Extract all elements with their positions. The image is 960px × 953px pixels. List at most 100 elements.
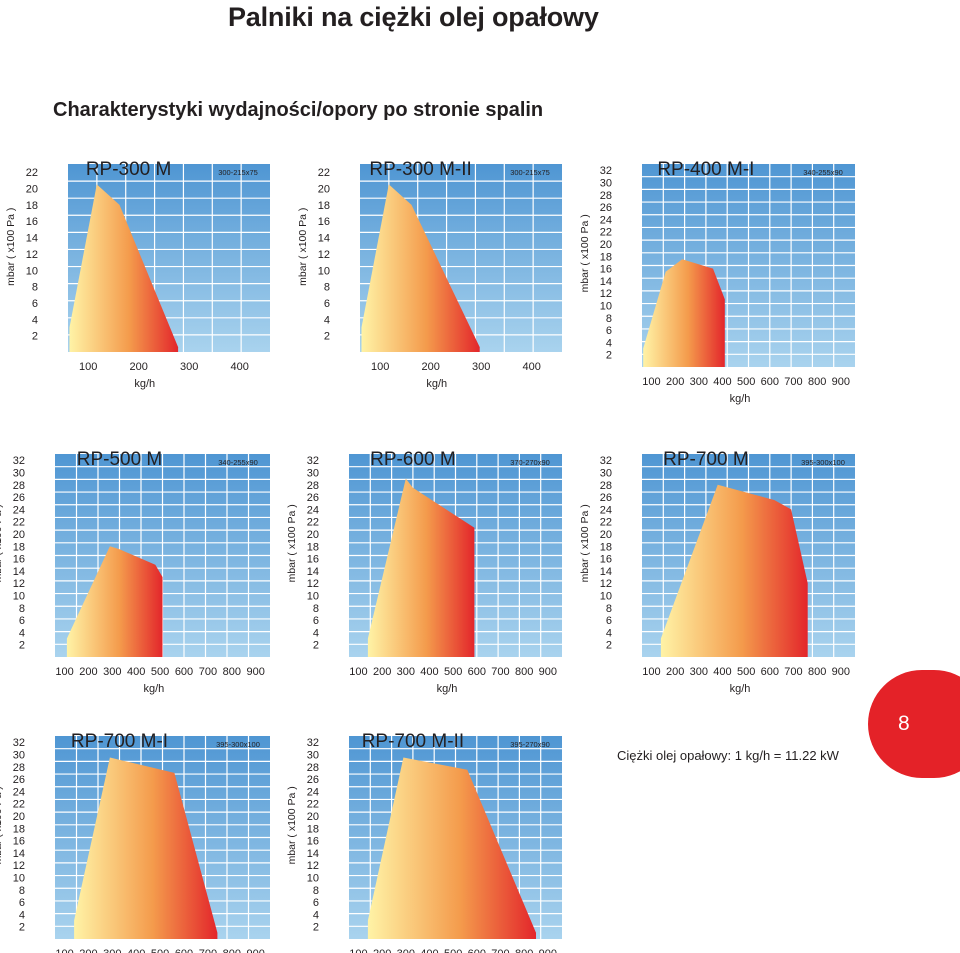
y-axis-label: mbar ( x100 Pa )	[579, 504, 591, 582]
y-tick-label: 20	[307, 811, 319, 823]
y-tick-label: 12	[307, 578, 319, 590]
y-tick-label: 26	[600, 492, 612, 504]
chart-title: RP-600 M	[370, 449, 456, 470]
x-axis-label: kg/h	[730, 683, 751, 695]
x-tick-label: 400	[127, 666, 145, 678]
x-tick-label: 200	[373, 666, 391, 678]
y-tick-label: 16	[307, 554, 319, 566]
y-axis-label: mbar ( x100 Pa )	[286, 504, 298, 582]
y-tick-label: 30	[13, 749, 25, 761]
y-tick-label: 16	[600, 264, 612, 276]
x-tick-label: 900	[246, 948, 264, 953]
y-tick-label: 4	[313, 627, 319, 639]
x-tick-label: 800	[808, 666, 826, 678]
y-tick-label: 26	[13, 774, 25, 786]
x-tick-label: 800	[808, 376, 826, 388]
x-tick-label: 900	[832, 376, 850, 388]
y-tick-label: 8	[19, 885, 25, 897]
y-tick-label: 14	[600, 276, 612, 288]
y-tick-label: 28	[307, 762, 319, 774]
x-tick-label: 800	[223, 948, 241, 953]
y-tick-label: 18	[600, 541, 612, 553]
y-tick-label: 32	[13, 455, 25, 467]
y-tick-label: 28	[13, 480, 25, 492]
y-tick-label: 8	[313, 885, 319, 897]
y-tick-label: 20	[307, 529, 319, 541]
y-tick-label: 6	[19, 897, 25, 909]
y-tick-label: 20	[26, 184, 38, 196]
y-tick-label: 22	[600, 517, 612, 529]
y-tick-label: 2	[606, 640, 612, 652]
y-tick-label: 22	[13, 517, 25, 529]
y-tick-label: 2	[324, 331, 330, 343]
x-axis-label: kg/h	[426, 378, 447, 390]
x-tick-label: 300	[397, 666, 415, 678]
x-tick-label: 100	[349, 948, 367, 953]
y-tick-label: 24	[13, 786, 25, 798]
y-tick-label: 18	[13, 823, 25, 835]
y-tick-label: 6	[324, 298, 330, 310]
x-tick-label: 200	[666, 666, 684, 678]
y-tick-label: 4	[324, 314, 330, 326]
x-tick-label: 100	[642, 376, 660, 388]
y-tick-label: 26	[307, 492, 319, 504]
y-tick-label: 10	[26, 265, 38, 277]
y-tick-label: 18	[307, 541, 319, 553]
burner-code: 395-300x100	[801, 458, 845, 467]
y-tick-label: 12	[13, 860, 25, 872]
x-tick-label: 600	[175, 666, 193, 678]
chart-svg: RP-500 M 340-255x902468101214161820222426…	[0, 449, 270, 695]
x-tick-label: 300	[397, 948, 415, 953]
x-tick-label: 700	[784, 666, 802, 678]
x-tick-label: 100	[55, 666, 73, 678]
y-tick-label: 4	[606, 337, 612, 349]
y-tick-label: 4	[19, 627, 25, 639]
x-axis-label: kg/h	[134, 378, 155, 390]
y-tick-label: 16	[318, 216, 330, 228]
y-tick-label: 30	[600, 467, 612, 479]
performance-area	[66, 546, 163, 657]
x-tick-label: 700	[491, 948, 509, 953]
burner-code: 300-215x75	[218, 168, 258, 177]
y-tick-label: 28	[600, 480, 612, 492]
x-tick-label: 500	[737, 666, 755, 678]
y-tick-label: 12	[600, 288, 612, 300]
x-tick-label: 200	[79, 666, 97, 678]
performance-area	[361, 184, 480, 352]
y-tick-label: 24	[600, 504, 612, 516]
x-tick-label: 900	[246, 666, 264, 678]
y-tick-label: 12	[13, 578, 25, 590]
x-tick-label: 200	[422, 361, 440, 373]
x-tick-label: 600	[761, 376, 779, 388]
performance-area	[367, 478, 475, 657]
chart-title: RP-700 M	[663, 449, 749, 470]
page-subtitle: Charakterystyki wydajności/opory po stro…	[53, 99, 544, 121]
x-tick-label: 600	[175, 948, 193, 953]
y-tick-label: 32	[307, 455, 319, 467]
y-tick-label: 24	[307, 504, 319, 516]
x-tick-label: 800	[223, 666, 241, 678]
performance-area	[74, 757, 218, 939]
y-tick-label: 22	[307, 799, 319, 811]
y-tick-label: 30	[13, 467, 25, 479]
x-tick-label: 300	[472, 361, 490, 373]
performance-area	[69, 184, 179, 352]
y-axis-label: mbar ( x100 Pa )	[579, 214, 591, 292]
burner-code: 370-270x90	[510, 458, 550, 467]
burner-code: 395-270x90	[510, 740, 550, 749]
x-tick-label: 700	[491, 666, 509, 678]
y-tick-label: 8	[32, 282, 38, 294]
y-tick-label: 16	[600, 554, 612, 566]
x-tick-label: 300	[690, 376, 708, 388]
performance-area	[367, 757, 536, 939]
x-tick-label: 600	[468, 666, 486, 678]
y-tick-label: 6	[606, 615, 612, 627]
chart-rp-500-m: RP-500 M 340-255x90 2 4 6 8 10 12 14 16 18 20 22 24 26…	[0, 440, 288, 695]
x-tick-label: 400	[523, 361, 541, 373]
y-tick-label: 8	[19, 603, 25, 615]
y-tick-label: 30	[600, 177, 612, 189]
x-axis-label: kg/h	[144, 683, 165, 695]
x-tick-label: 500	[444, 948, 462, 953]
y-tick-label: 16	[307, 836, 319, 848]
x-tick-label: 700	[199, 666, 217, 678]
